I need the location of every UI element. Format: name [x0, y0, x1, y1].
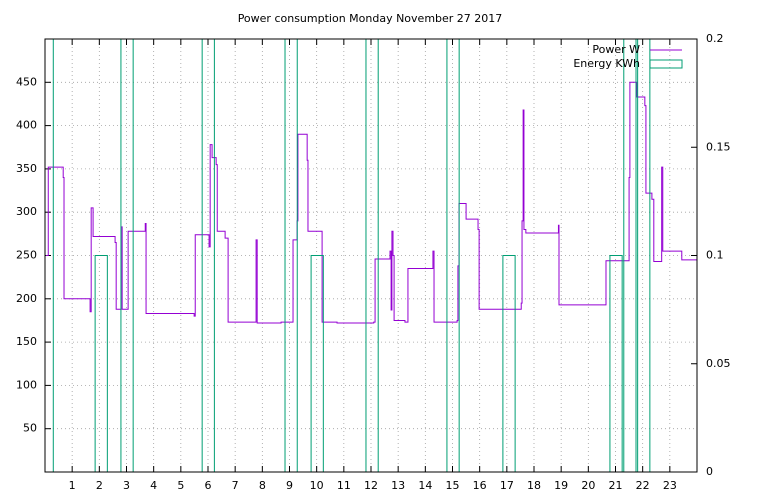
x-tick-label: 19	[554, 479, 568, 492]
x-tick-label: 21	[609, 479, 623, 492]
energy-box	[284, 39, 298, 472]
x-tick-label: 13	[391, 479, 405, 492]
y-tick-label: 450	[16, 75, 37, 88]
x-tick-label: 8	[259, 479, 266, 492]
energy-box	[310, 255, 324, 472]
x-tick-label: 11	[337, 479, 351, 492]
x-tick-label: 3	[123, 479, 130, 492]
y-tick-label: 350	[16, 162, 37, 175]
energy-box	[94, 255, 108, 472]
x-tick-label: 22	[636, 479, 650, 492]
energy-box	[637, 39, 651, 472]
y-tick-label: 300	[16, 205, 37, 218]
x-tick-label: 9	[286, 479, 293, 492]
y2-tick-label: 0.05	[706, 357, 731, 370]
energy-box	[201, 39, 215, 472]
x-tick-label: 20	[581, 479, 595, 492]
legend-label: Power W	[592, 43, 640, 56]
x-tick-label: 5	[177, 479, 184, 492]
x-tick-label: 7	[232, 479, 239, 492]
energy-box	[365, 39, 379, 472]
y-tick-label: 50	[23, 422, 37, 435]
energy-box	[609, 255, 623, 472]
x-tick-label: 6	[205, 479, 212, 492]
energy-box	[623, 39, 637, 472]
energy-box	[45, 39, 54, 472]
plot-area	[45, 39, 697, 472]
y2-tick-label: 0	[706, 465, 713, 478]
x-tick-label: 18	[527, 479, 541, 492]
x-tick-label: 10	[310, 479, 324, 492]
plot-border	[44, 38, 698, 473]
x-tick-label: 14	[418, 479, 432, 492]
x-tick-label: 16	[473, 479, 487, 492]
chart-title: Power consumption Monday November 27 201…	[238, 12, 503, 25]
y-tick-label: 400	[16, 119, 37, 132]
y-tick-label: 150	[16, 335, 37, 348]
x-tick-label: 23	[663, 479, 677, 492]
legend-label: Energy KWh	[573, 57, 640, 70]
y-tick-label: 100	[16, 378, 37, 391]
x-tick-label: 1	[69, 479, 76, 492]
energy-box	[446, 39, 460, 472]
x-tick-label: 2	[96, 479, 103, 492]
y2-tick-label: 0.1	[706, 249, 724, 262]
y2-tick-label: 0.15	[706, 140, 731, 153]
y-tick-label: 250	[16, 249, 37, 262]
energy-box	[502, 255, 516, 472]
x-tick-label: 12	[364, 479, 378, 492]
power-line	[46, 81, 697, 324]
legend-swatch	[649, 59, 683, 69]
y-tick-label: 200	[16, 292, 37, 305]
y2-tick-label: 0.2	[706, 32, 724, 45]
energy-box	[120, 39, 134, 472]
x-tick-label: 4	[150, 479, 157, 492]
x-tick-label: 15	[446, 479, 460, 492]
x-tick-label: 17	[500, 479, 514, 492]
